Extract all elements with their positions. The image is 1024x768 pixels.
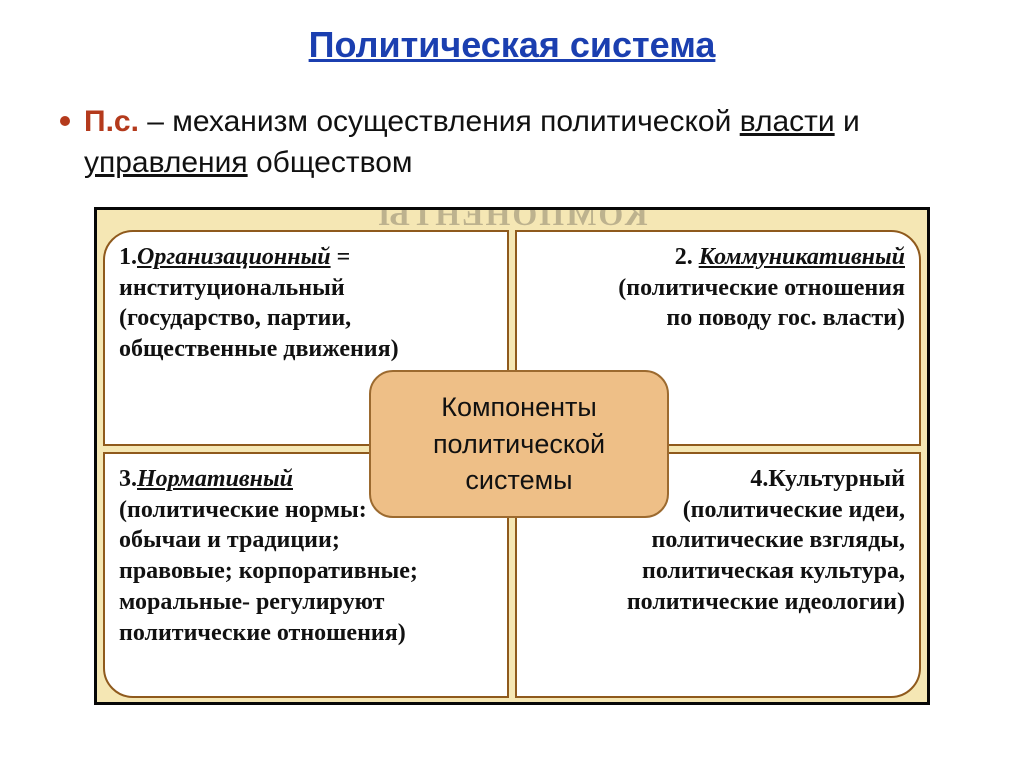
slide: Политическая система П.с. – механизм осу… [0, 0, 1024, 768]
quadrant-number: 1. [119, 244, 137, 270]
definition-part: и [835, 105, 860, 138]
definition-part: обществом [248, 146, 413, 179]
definition-underlined: власти [740, 105, 835, 138]
quadrant-number: 4. [750, 466, 768, 492]
quadrant-head-term: Нормативный [137, 466, 293, 492]
quadrant-heading: 1.Организационный = [119, 242, 493, 273]
definition-part: – механизм осуществления политической [139, 105, 740, 138]
definition-row: П.с. – механизм осуществления политическ… [60, 102, 984, 183]
definition-abbr: П.с. [84, 105, 139, 138]
quadrant-head-term: Культурный [768, 466, 905, 492]
diagram-frame: КОМПОНЕНТЫ 1.Организационный = институци… [94, 207, 930, 705]
quadrant-body: (политические отношения по поводу гос. в… [531, 273, 905, 334]
center-label: Компоненты политической системы [433, 389, 605, 498]
definition-text: П.с. – механизм осуществления политическ… [84, 102, 984, 183]
quadrant-head-term: Организационный [137, 244, 331, 270]
bullet-icon [60, 116, 70, 126]
definition-underlined: управления [84, 146, 248, 179]
quadrant-number: 2. [675, 244, 699, 270]
center-node: Компоненты политической системы [369, 370, 669, 518]
quadrant-number: 3. [119, 466, 137, 492]
slide-title: Политическая система [40, 24, 984, 66]
quadrant-head-term: Коммуникативный [699, 244, 905, 270]
quadrant-head-suffix: = [331, 244, 351, 270]
quadrant-heading: 2. Коммуникативный [531, 242, 905, 273]
quadrant-body: институциональный (государство, партии, … [119, 273, 493, 365]
